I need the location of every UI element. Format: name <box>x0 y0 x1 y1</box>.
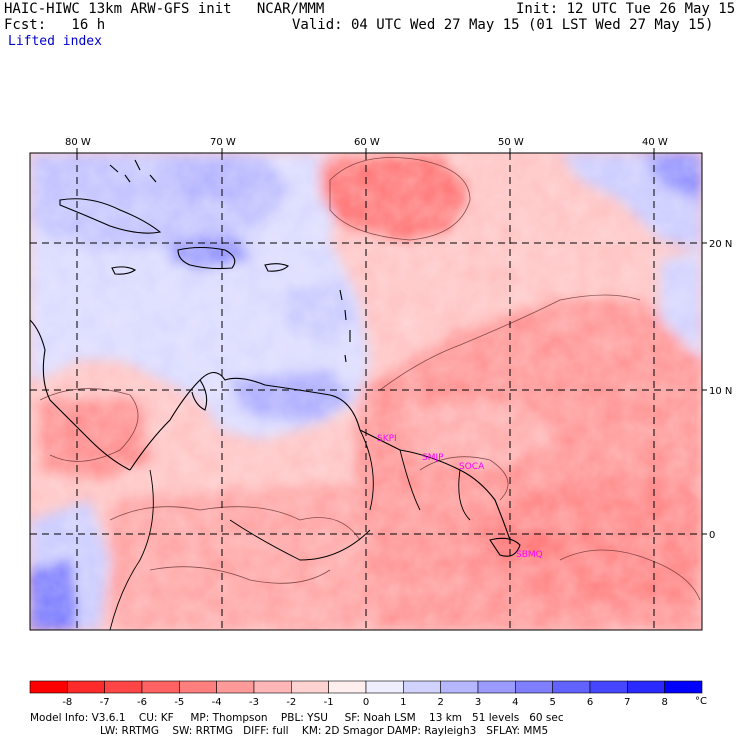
model-info-line1: Model Info: V3.6.1 CU: KF MP: Thompson P… <box>30 712 564 724</box>
valid-time: Valid: 04 UTC Wed 27 May 15 (01 LST Wed … <box>292 17 714 33</box>
colorbar-tick-label: -3 <box>249 697 259 708</box>
colorbar-swatch <box>29 680 68 694</box>
colorbar-tick-label: 6 <box>587 697 593 708</box>
colorbar-tick-label: -6 <box>137 697 147 708</box>
colorbar-swatch <box>253 680 292 694</box>
lifted-index-field <box>30 153 702 630</box>
station-soca: SOCA <box>459 462 485 472</box>
model-title: HAIC-HIWC 13km ARW-GFS init NCAR/MMM <box>4 1 325 17</box>
colorbar-tick-label: 0 <box>363 697 369 708</box>
lat-label-20n: 20 N <box>709 239 732 250</box>
model-info-line2: LW: RRTMG SW: RRTMG DIFF: full KM: 2D Sm… <box>100 725 549 737</box>
lon-label-70w: 70 W <box>210 137 236 148</box>
station-skpi: SKPI <box>377 434 397 444</box>
colorbar-swatch <box>627 680 665 694</box>
colorbar-swatch <box>104 680 143 694</box>
colorbar-tick-label: -8 <box>62 697 72 708</box>
colorbar-tick-label: 5 <box>549 697 555 708</box>
init-time: Init: 12 UTC Tue 26 May 15 <box>516 1 736 17</box>
colorbar-swatch <box>440 680 479 694</box>
station-sbmq: SBMQ <box>516 550 543 560</box>
colorbar-swatch <box>216 680 255 694</box>
colorbar: -8 -7 -6 -5 -4 -3 -2 -1 0 1 2 3 4 5 6 7 8 <box>29 680 703 708</box>
colorbar-tick-label: -7 <box>100 697 110 708</box>
colorbar-swatch <box>67 680 105 694</box>
latlon-grid <box>30 153 702 630</box>
lon-label-80w: 80 W <box>65 137 91 148</box>
colorbar-tick-label: 7 <box>624 697 630 708</box>
lat-label-0: 0 <box>709 530 715 541</box>
colorbar-tick-label: -1 <box>324 697 334 708</box>
coastlines <box>30 159 521 630</box>
lon-label-40w: 40 W <box>642 137 668 148</box>
colorbar-tick-label: -5 <box>174 697 184 708</box>
lat-label-10n: 10 N <box>709 386 732 397</box>
colorbar-unit: °C <box>695 696 707 707</box>
colorbar-swatch <box>403 680 441 694</box>
colorbar-tick-label: -4 <box>212 697 222 708</box>
colorbar-swatch <box>515 680 553 694</box>
colorbar-tick-label: 8 <box>661 697 667 708</box>
colorbar-swatch <box>664 680 703 694</box>
colorbar-tick-label: 3 <box>475 697 481 708</box>
colorbar-tick-label: -2 <box>286 697 296 708</box>
field-name: Lifted index <box>8 34 102 49</box>
station-smjp: SMJP <box>422 453 444 463</box>
colorbar-swatch <box>589 680 628 694</box>
colorbar-tick-label: 4 <box>512 697 518 708</box>
colorbar-swatch <box>328 680 367 694</box>
colorbar-swatch <box>141 680 180 694</box>
colorbar-swatch <box>552 680 591 694</box>
forecast-hour: Fcst: 16 h <box>4 17 106 33</box>
colorbar-swatch <box>291 680 329 694</box>
colorbar-tick-label: 2 <box>437 697 443 708</box>
lon-label-50w: 50 W <box>498 137 524 148</box>
colorbar-swatch <box>365 680 404 694</box>
colorbar-swatch <box>179 680 217 694</box>
colorbar-tick-label: 1 <box>400 697 406 708</box>
lon-label-60w: 60 W <box>354 137 380 148</box>
colorbar-swatch <box>477 680 516 694</box>
